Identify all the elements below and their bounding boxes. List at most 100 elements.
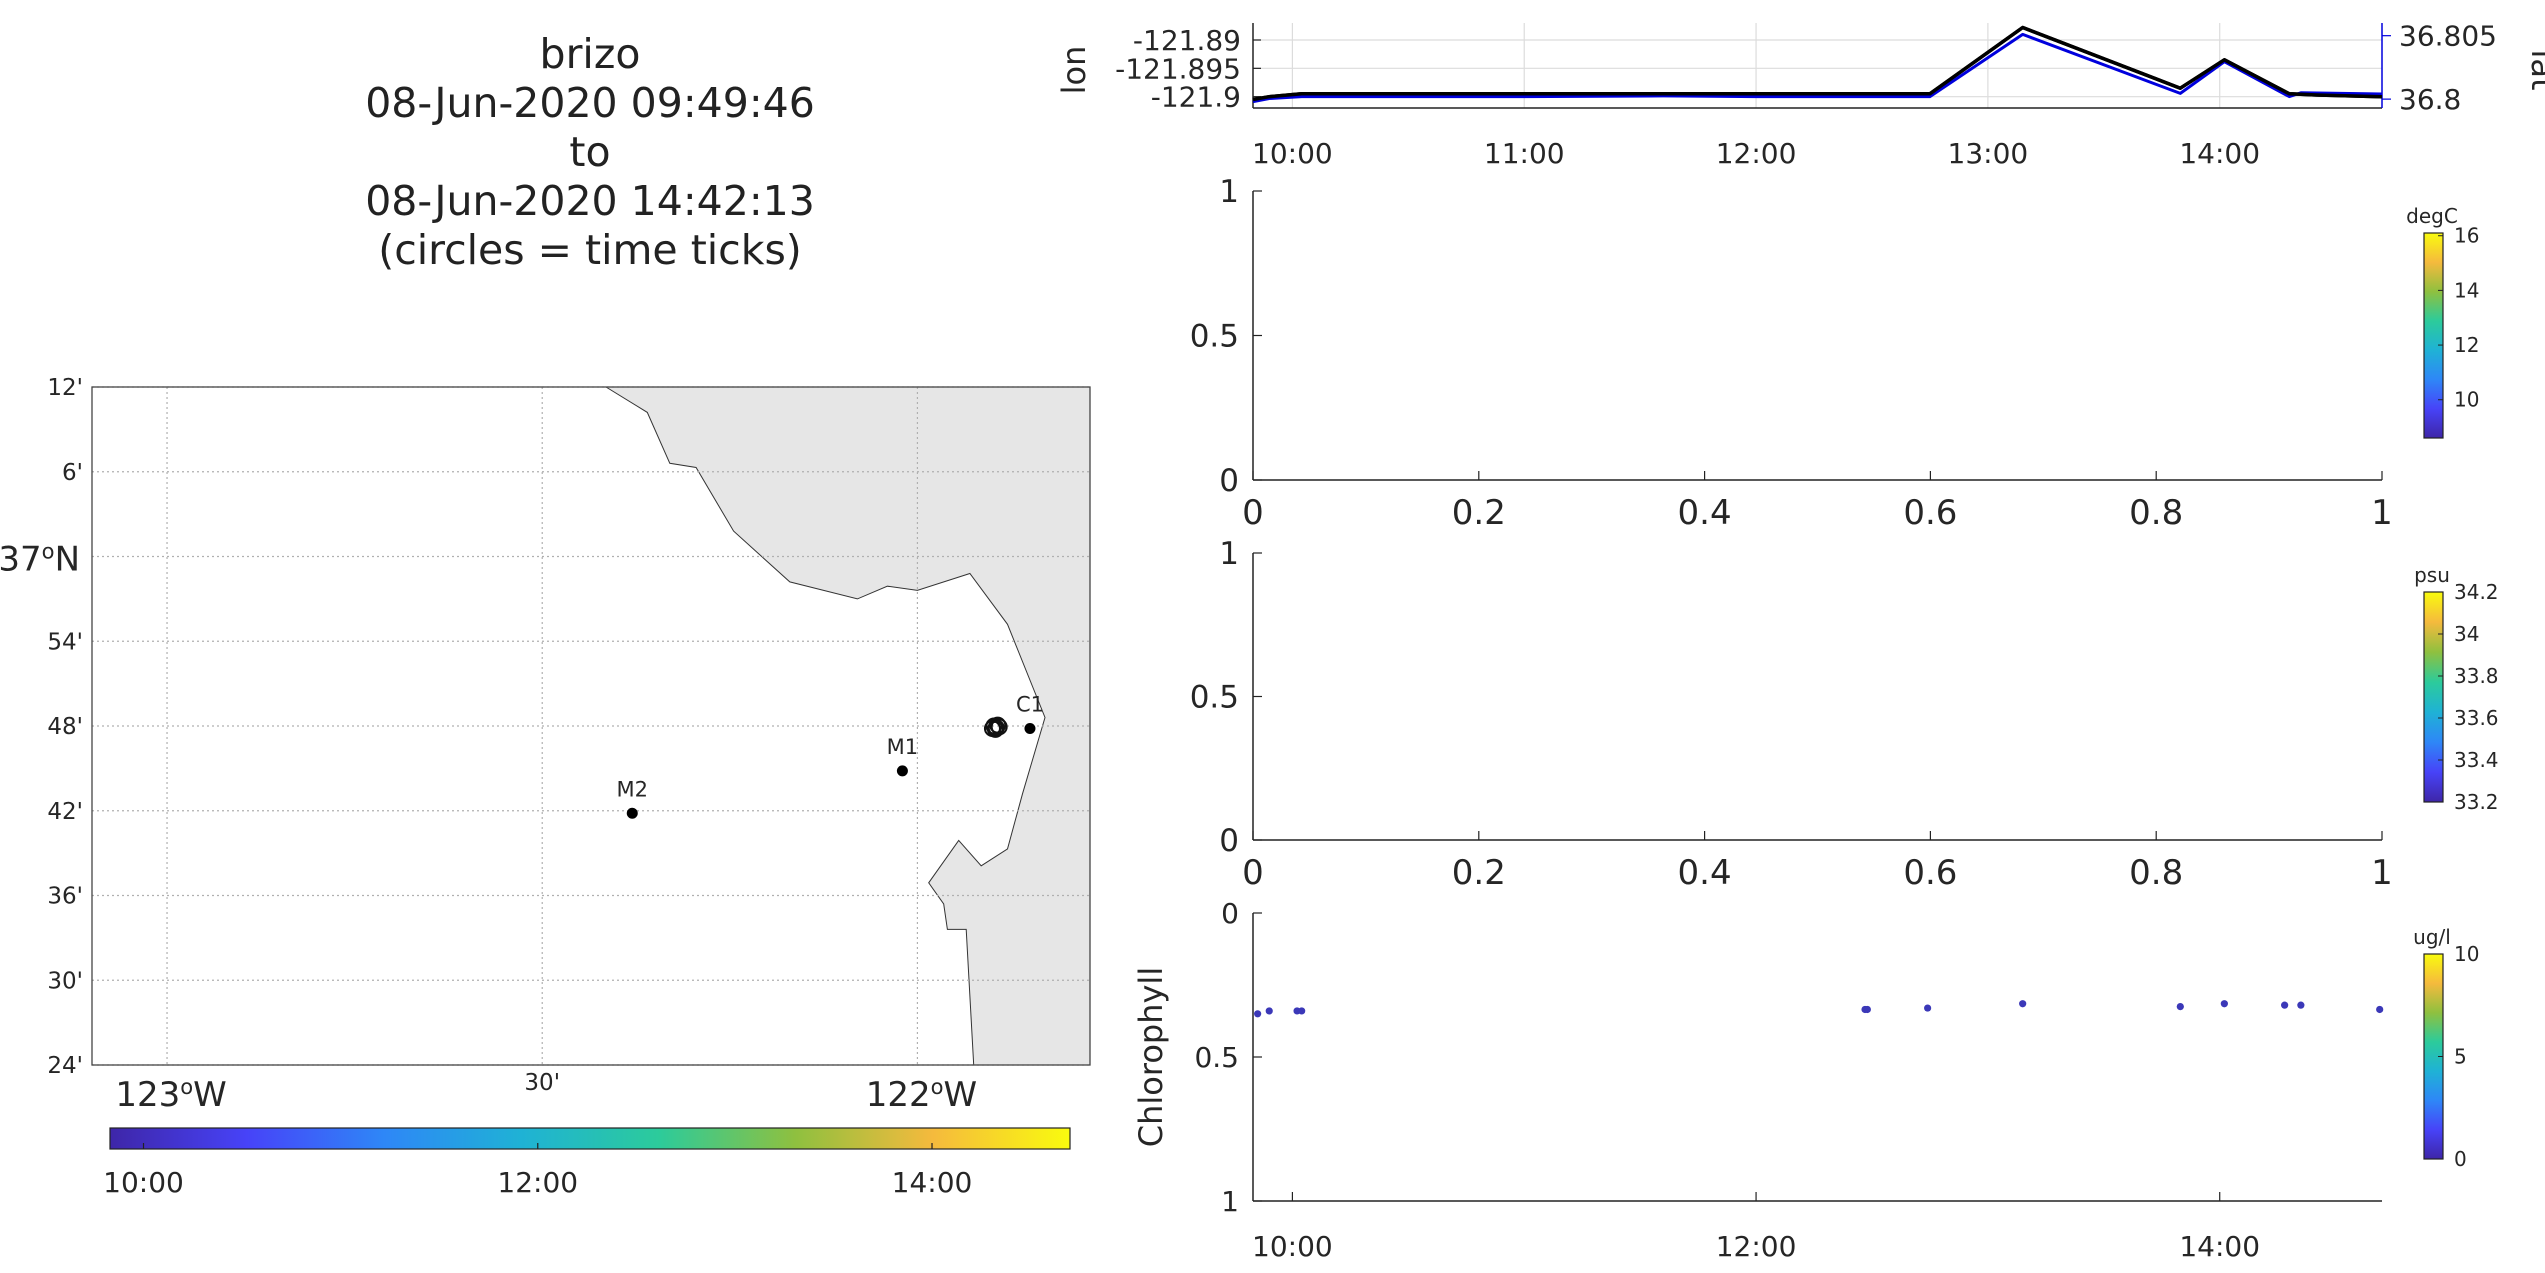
map-lon-tick-label: 30' [524,1070,560,1096]
chl-data-point [1298,1007,1306,1015]
chlorophyll-colorbar-tick-label: 5 [2454,1045,2467,1069]
temperature-x-tick-label: 0 [1242,493,1264,533]
map-lat-tick-label: 30' [47,968,83,994]
map-lat-tick-label: 42' [47,799,83,825]
chl-data-point [2220,1000,2228,1008]
chl-data-point [1254,1010,1262,1018]
temperature-x-tick-label: 0.6 [1903,493,1957,533]
lat-tick-label: 36.8 [2399,83,2461,116]
map-frame [91,386,1091,1066]
chl-axis-label: Chlorophyll [1132,967,1170,1147]
lon-tick-label: -121.89 [1133,24,1241,57]
chlorophyll-colorbar-unit: ug/l [2413,925,2451,949]
lonlat-x-tick-label: 14:00 [2179,137,2260,170]
salinity-colorbar-tick-label: 33.6 [2454,706,2499,730]
map-lat-tick-label: 12' [47,375,83,401]
temperature-x-tick-label: 0.8 [2129,493,2183,533]
lonlat-x-tick-label: 12:00 [1716,137,1797,170]
salinity-colorbar [2423,591,2444,803]
title-note: (circles = time ticks) [378,226,802,274]
time-colorbar-tick-label: 10:00 [103,1166,184,1199]
map-lat-tick-label: 54' [47,629,83,655]
salinity-x-tick-label: 0.2 [1452,853,1506,893]
lon-series-line [1252,25,2383,102]
lonlat-x-tick-label: 11:00 [1484,137,1565,170]
station-label: M1 [887,735,918,759]
title-to: to [569,128,611,176]
salinity-x-tick-label: 1 [2371,853,2393,893]
map-lat-tick-label: 36' [47,884,83,910]
temperature-x-tick-label: 0.4 [1678,493,1732,533]
chl-x-tick-label: 12:00 [1716,1230,1797,1263]
chl-y-tick-label: 0 [1221,897,1239,930]
time-colorbar-tick-label: 12:00 [497,1166,578,1199]
temperature-colorbar-tick-label: 16 [2454,224,2479,248]
temperature-y-tick-label: 0 [1219,463,1239,499]
map-lat-tick-label: 48' [47,714,83,740]
salinity-colorbar-tick-label: 33.4 [2454,748,2499,772]
title-platform: brizo [539,30,641,78]
salinity-x-tick-label: 0.8 [2129,853,2183,893]
map-lat-tick-label: 6' [62,460,83,486]
title-start-time: 08-Jun-2020 09:49:46 [365,79,815,127]
salinity-colorbar-tick-label: 34 [2454,622,2479,646]
station-marker [896,765,908,777]
lat-axis-label: lat [2524,49,2545,90]
chl-data-point [2281,1001,2289,1009]
figure-title: brizo 08-Jun-2020 09:49:46 to 08-Jun-202… [290,30,890,275]
lonlat-x-tick-label: 10:00 [1252,137,1333,170]
chl-y-tick-label: 1 [1221,1185,1239,1218]
chlorophyll-plot: 0 0.5 1 10:00 12:00 14:00 Chlorophyll ug/l10 5 0 [1132,897,2479,1263]
salinity-y-tick-label: 0.5 [1190,680,1239,716]
track-map: 12' 6' 37oN 54' 48' 42' 36' 30' 24' 123oW 30' 122oW… [0,375,1091,1199]
temperature-x-tick-label: 1 [2371,493,2393,533]
station-marker [626,807,638,819]
salinity-colorbar-tick-label: 33.2 [2454,790,2499,814]
track-time-tick [986,720,1004,738]
temperature-colorbar-unit: degC [2406,204,2458,228]
chl-data-point [1265,1007,1273,1015]
chl-data-point [1863,1005,1871,1014]
temperature-y-tick-label: 0.5 [1190,319,1239,355]
chl-data-point [2376,1005,2384,1014]
temperature-colorbar-tick-label: 12 [2454,333,2479,357]
time-colorbar-tick-label: 14:00 [892,1166,973,1199]
map-lon-tick-label: 122oW [866,1074,977,1116]
temperature-colorbar-tick-label: 10 [2454,388,2479,412]
coastline [605,386,1046,1066]
salinity-x-tick-label: 0.6 [1903,853,1957,893]
chl-x-tick-label: 14:00 [2179,1230,2260,1263]
title-end-time: 08-Jun-2020 14:42:13 [365,177,815,225]
chl-data-point [2176,1003,2184,1011]
track-time-tick [990,718,1008,736]
lon-tick-label: -121.895 [1115,52,1241,85]
map-lon-tick-label: 123oW [115,1074,226,1116]
chlorophyll-colorbar-tick-label: 10 [2454,942,2479,966]
map-lat-tick-label: 24' [47,1053,83,1079]
lon-series-line [1252,25,2383,102]
salinity-x-tick-label: 0.4 [1678,853,1732,893]
chl-data-point [2019,1000,2027,1008]
chl-data-point [2297,1001,2305,1009]
salinity-x-tick-label: 0 [1242,853,1264,893]
temperature-y-tick-label: 1 [1219,174,1239,210]
salinity-y-tick-label: 1 [1219,536,1239,572]
lonlat-x-tick-label: 13:00 [1948,137,2029,170]
chlorophyll-colorbar-tick-label: 0 [2454,1147,2467,1171]
station-marker [1024,723,1036,735]
temperature-x-tick-label: 0.2 [1452,493,1506,533]
salinity-colorbar-tick-label: 34.2 [2454,580,2499,604]
chl-data-point [1924,1004,1932,1012]
temperature-colorbar-tick-label: 14 [2454,278,2479,302]
lon-tick-label: -121.9 [1151,81,1241,114]
map-lat-tick-label: 37oN [0,538,80,580]
station-label: M2 [617,777,648,801]
time-colorbar [109,1127,1071,1150]
salinity-colorbar-unit: psu [2414,563,2450,587]
chl-x-tick-label: 10:00 [1252,1230,1333,1263]
lon-axis-label: lon [1055,46,1093,95]
lat-series-line [1252,32,2383,104]
